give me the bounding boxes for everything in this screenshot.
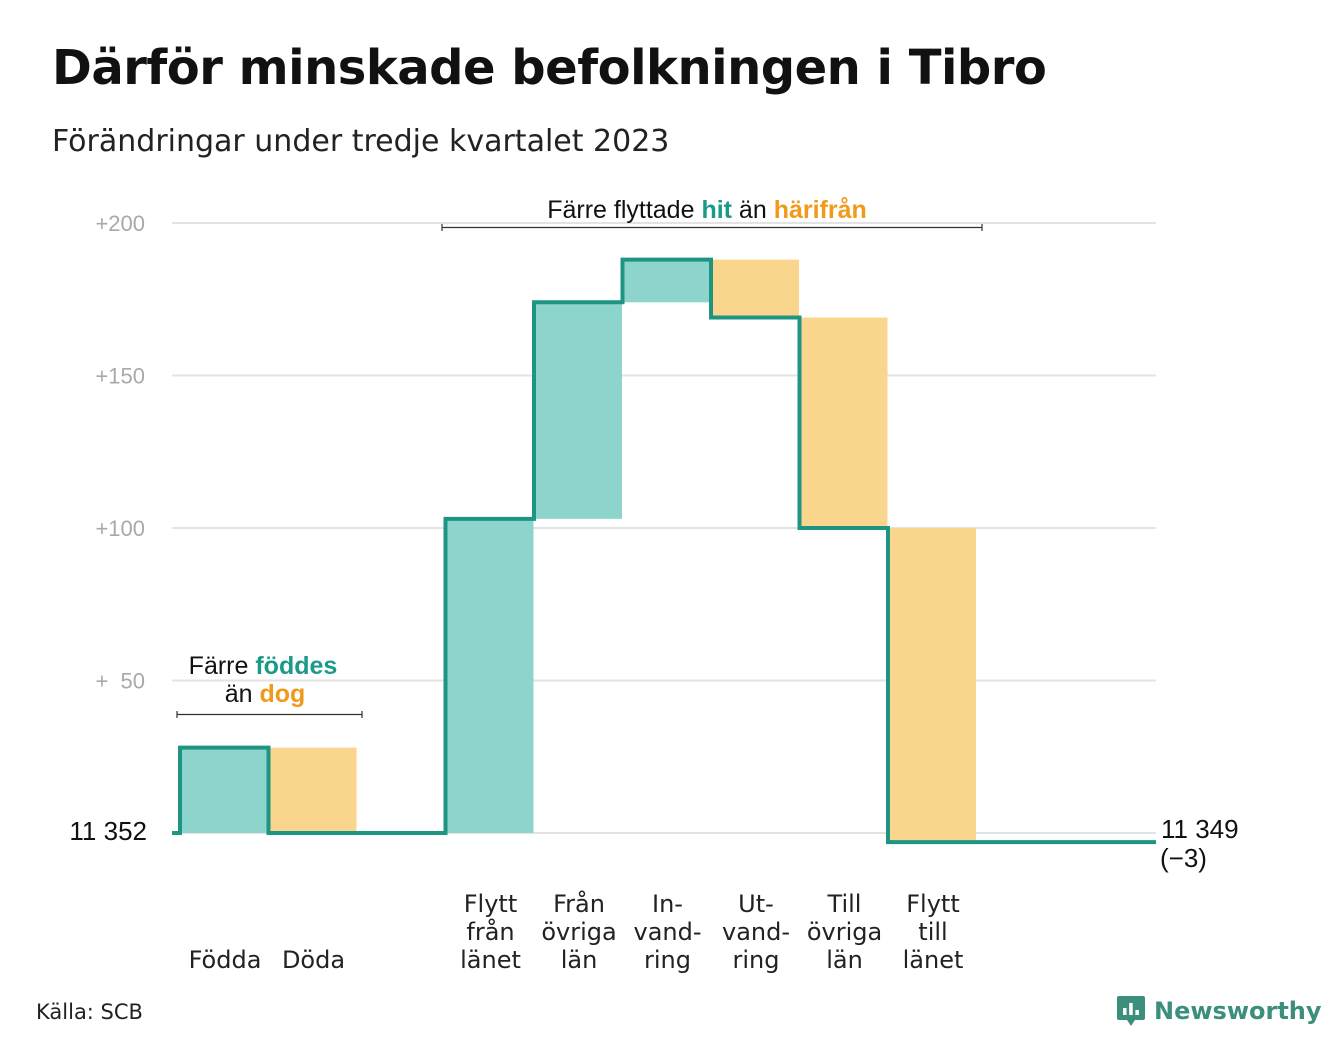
births-annotation-highlight2: dog	[259, 680, 305, 708]
bar-decrease	[888, 528, 976, 843]
category-label: övriga	[541, 918, 616, 946]
migration-annotation-highlight1: hit	[701, 196, 732, 224]
svg-text:Färre flyttade hit än härifrån: Färre flyttade hit än härifrån	[547, 196, 867, 224]
category-label: In-	[652, 890, 683, 918]
bar-decrease	[268, 747, 357, 833]
migration-annotation-text1: Färre flyttade	[547, 196, 701, 224]
category-label: län	[561, 946, 598, 974]
svg-text:Färre föddes: Färre föddes	[189, 652, 338, 680]
bar-increase	[622, 259, 711, 303]
category-label: Döda	[282, 946, 345, 974]
category-label: ring	[733, 946, 780, 974]
category-label: vand-	[633, 918, 701, 946]
category-label: från	[466, 917, 514, 946]
chart-subtitle: Förändringar under tredje kvartalet 2023	[52, 124, 670, 159]
category-label: till	[918, 918, 947, 946]
category-label: Till	[827, 890, 862, 918]
category-label: övriga	[807, 918, 882, 946]
births-annotation-highlight1: föddes	[255, 652, 337, 680]
category-label: Ut-	[738, 890, 774, 918]
bar-increase	[534, 302, 622, 519]
category-label: Födda	[189, 946, 262, 974]
waterfall-chart: +200+150+100+ 50 Födda DödaFlyttfrånlänet…	[69, 196, 1239, 974]
running-total-line	[172, 257, 1156, 845]
svg-text:än dog: än dog	[225, 680, 306, 708]
bars	[172, 257, 1156, 845]
y-tick-label: +150	[95, 364, 145, 389]
category-label: ring	[644, 946, 691, 974]
migration-annotation: Färre flyttade hit än härifrån	[441, 196, 983, 231]
category-label: Flytt	[906, 890, 960, 918]
births-annotation-bracket	[176, 711, 363, 718]
grid-lines: +200 +150 +100 + 50	[95, 211, 1156, 834]
newsworthy-logo: Newsworthy	[1116, 994, 1322, 1028]
y-tick-label: +200	[95, 211, 145, 236]
bar-increase	[445, 518, 534, 833]
start-value-label: 11 352	[69, 816, 147, 846]
newsworthy-logo-text: Newsworthy	[1154, 997, 1322, 1025]
births-annotation-text1: Färre	[189, 652, 256, 680]
births-annotation-text2: än	[225, 680, 260, 708]
source-note: Källa: SCB	[36, 1000, 143, 1024]
category-label: län	[826, 946, 863, 974]
category-label: länet	[460, 946, 521, 974]
migration-annotation-highlight2: härifrån	[774, 196, 867, 224]
bar-decrease	[799, 317, 888, 528]
category-labels: Födda DödaFlyttfrånlänetFrånövrigalänIn-v…	[189, 889, 964, 974]
bar-decrease	[711, 259, 799, 318]
category-label: Flytt	[464, 890, 518, 918]
category-label: länet	[903, 946, 964, 974]
y-tick-label: +100	[95, 516, 145, 541]
migration-annotation-bracket	[441, 224, 983, 231]
migration-annotation-text2: än	[732, 196, 774, 224]
end-value-label: 11 349	[1161, 814, 1239, 844]
chart-title: Därför minskade befolkningen i Tibro	[52, 40, 1047, 96]
category-label: vand-	[722, 918, 790, 946]
newsworthy-logo-icon	[1117, 996, 1145, 1026]
births-annotation: Färre föddes än dog	[176, 652, 363, 718]
bar-increase	[180, 747, 268, 833]
y-tick-label: + 50	[95, 669, 145, 694]
category-label: Från	[553, 889, 605, 918]
end-change-label: (−3)	[1160, 843, 1207, 873]
